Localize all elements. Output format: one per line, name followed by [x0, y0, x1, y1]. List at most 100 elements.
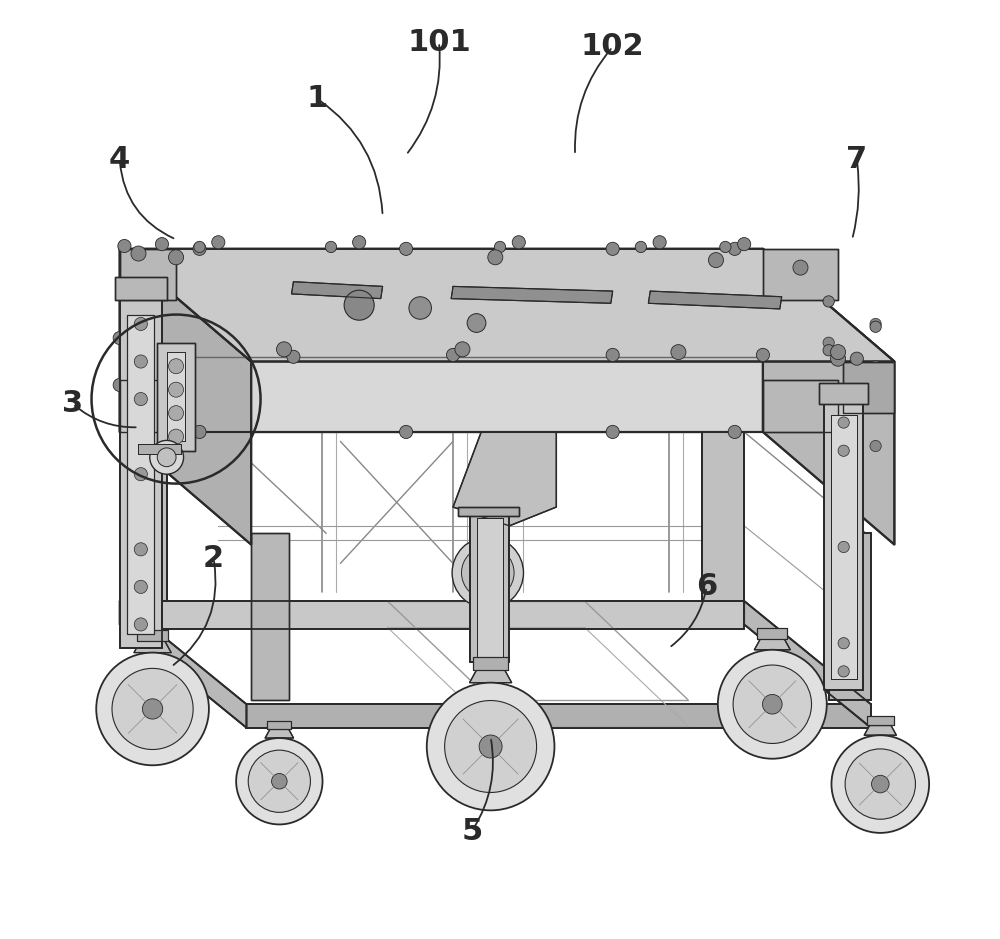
Polygon shape [470, 516, 509, 662]
Circle shape [150, 440, 184, 474]
Circle shape [344, 290, 374, 320]
Circle shape [113, 331, 126, 345]
Polygon shape [829, 533, 871, 700]
Polygon shape [763, 249, 838, 300]
Circle shape [455, 342, 470, 357]
Circle shape [325, 241, 337, 253]
Circle shape [113, 378, 126, 392]
Polygon shape [843, 362, 894, 413]
Circle shape [157, 448, 176, 467]
Circle shape [212, 236, 225, 249]
Polygon shape [453, 432, 556, 526]
Circle shape [193, 242, 206, 255]
Polygon shape [648, 291, 782, 309]
Circle shape [353, 236, 366, 249]
Circle shape [277, 342, 292, 357]
Circle shape [134, 618, 147, 631]
Polygon shape [702, 432, 744, 601]
Circle shape [248, 750, 310, 812]
Circle shape [169, 250, 184, 265]
Polygon shape [120, 249, 251, 545]
Polygon shape [819, 383, 868, 404]
Polygon shape [157, 343, 195, 451]
Polygon shape [477, 518, 503, 660]
Circle shape [452, 537, 523, 608]
Circle shape [823, 417, 834, 428]
Circle shape [823, 345, 834, 356]
Circle shape [494, 241, 506, 253]
Circle shape [831, 345, 846, 360]
Polygon shape [134, 641, 171, 653]
Circle shape [838, 638, 849, 649]
Polygon shape [167, 352, 185, 441]
Circle shape [756, 348, 769, 362]
Text: 5: 5 [461, 817, 482, 845]
Circle shape [606, 242, 619, 255]
Text: 102: 102 [581, 33, 644, 61]
Circle shape [831, 351, 846, 366]
Polygon shape [120, 601, 744, 629]
Circle shape [838, 666, 849, 677]
Circle shape [134, 580, 147, 593]
Circle shape [169, 429, 184, 444]
Circle shape [870, 321, 881, 332]
Polygon shape [120, 601, 246, 728]
Circle shape [635, 241, 646, 253]
Circle shape [400, 425, 413, 439]
Polygon shape [246, 704, 871, 728]
Polygon shape [120, 249, 176, 300]
Polygon shape [115, 277, 167, 300]
Circle shape [708, 253, 723, 268]
Circle shape [169, 406, 184, 421]
Circle shape [134, 355, 147, 368]
Circle shape [870, 440, 881, 452]
Circle shape [134, 317, 147, 331]
Circle shape [272, 774, 287, 789]
Polygon shape [763, 380, 838, 432]
Circle shape [845, 749, 915, 819]
Circle shape [467, 314, 486, 332]
Circle shape [445, 700, 537, 793]
Text: 1: 1 [306, 85, 328, 113]
Circle shape [763, 695, 782, 714]
Polygon shape [744, 601, 871, 728]
Polygon shape [137, 630, 168, 641]
Circle shape [720, 241, 731, 253]
Circle shape [479, 735, 502, 758]
Circle shape [142, 699, 163, 719]
Text: 4: 4 [109, 146, 130, 174]
Polygon shape [763, 249, 894, 545]
Polygon shape [120, 249, 763, 432]
Circle shape [733, 665, 812, 744]
Polygon shape [265, 730, 294, 738]
Text: 3: 3 [62, 390, 83, 418]
Circle shape [134, 543, 147, 556]
Circle shape [96, 653, 209, 765]
Circle shape [462, 546, 514, 599]
Polygon shape [473, 657, 508, 670]
Polygon shape [451, 286, 613, 303]
Text: 7: 7 [846, 146, 867, 174]
Polygon shape [120, 249, 894, 362]
Polygon shape [127, 315, 154, 634]
Circle shape [134, 468, 147, 481]
Circle shape [823, 295, 834, 306]
Polygon shape [138, 444, 181, 454]
Text: 6: 6 [696, 573, 717, 601]
Circle shape [155, 238, 169, 251]
Circle shape [671, 345, 686, 360]
Polygon shape [757, 628, 787, 639]
Circle shape [606, 348, 619, 362]
Circle shape [400, 242, 413, 255]
Polygon shape [458, 507, 519, 516]
Polygon shape [470, 670, 512, 683]
Polygon shape [824, 404, 863, 690]
Circle shape [112, 669, 193, 749]
Polygon shape [292, 282, 383, 299]
Circle shape [409, 297, 431, 319]
Polygon shape [754, 639, 790, 650]
Circle shape [838, 417, 849, 428]
Polygon shape [831, 415, 857, 679]
Circle shape [870, 318, 881, 330]
Circle shape [427, 683, 554, 810]
